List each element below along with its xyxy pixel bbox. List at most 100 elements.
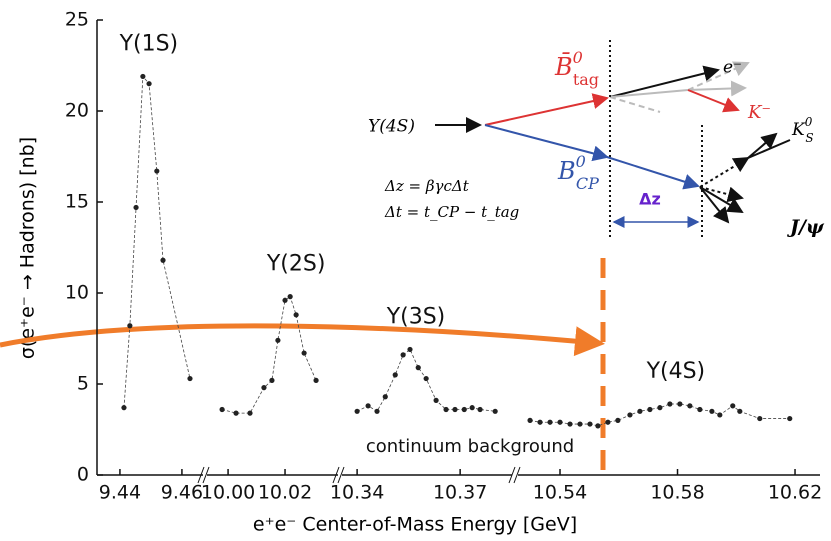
data-point: [282, 297, 288, 303]
label: 0: [805, 115, 813, 129]
data-point: [557, 419, 563, 425]
formula: Δz = βγcΔt: [384, 177, 470, 195]
y-tick-label: 10: [65, 282, 89, 304]
series: [219, 294, 319, 416]
arrow: [699, 186, 730, 224]
label: CP: [576, 174, 599, 193]
data-point: [477, 406, 483, 413]
data-point: [287, 294, 293, 300]
data-point: [615, 417, 621, 423]
y-tick-label: 25: [65, 9, 89, 31]
data-point: [787, 415, 793, 422]
x-tick-label: 9.46: [161, 482, 203, 504]
arrow: [687, 61, 750, 91]
data-point: [730, 403, 736, 409]
data-point: [140, 73, 146, 80]
data-point: [469, 405, 475, 411]
data-point: [400, 352, 406, 358]
data-point: [354, 408, 360, 414]
data-point: [233, 410, 239, 416]
label: Υ(4S): [368, 117, 415, 137]
data-point: [492, 408, 498, 414]
axis-break: [332, 466, 345, 484]
label: e⁻: [723, 58, 742, 78]
data-point: [657, 405, 663, 411]
data-point: [595, 423, 601, 429]
data-point: [687, 403, 693, 409]
data-point: [293, 312, 299, 318]
arrow: [699, 156, 750, 188]
x-tick-label: 10.34: [330, 482, 384, 504]
data-point: [547, 419, 553, 425]
data-point: [567, 421, 573, 427]
data-point: [415, 365, 421, 371]
data-point: [407, 346, 413, 353]
arrow: [609, 89, 689, 98]
x-tick-label: 10.02: [258, 482, 312, 504]
data-point: [261, 385, 267, 391]
data-point: [160, 257, 166, 263]
label: B̄0 tag: [554, 48, 599, 89]
label: J/ψ: [787, 216, 825, 238]
label: K: [791, 120, 806, 140]
label: Δz: [639, 190, 661, 209]
x-axis-title: e⁺e⁻ Center-of-Mass Energy [GeV]: [253, 514, 577, 536]
resonance-label: Υ(3S): [386, 304, 446, 329]
data-point: [587, 421, 593, 427]
data-point: [637, 408, 643, 414]
data-point: [423, 375, 429, 382]
arrow: [606, 156, 700, 190]
arrow: [747, 134, 790, 159]
data-point: [605, 419, 611, 425]
resonance-label: Υ(1S): [119, 31, 179, 56]
label: 0: [573, 48, 583, 67]
data-point: [737, 408, 743, 414]
arrow: [687, 80, 747, 97]
data-point: [127, 323, 133, 329]
data-point: [717, 412, 723, 418]
data-point: [392, 372, 398, 378]
x-tick-label: 10.54: [533, 482, 587, 504]
data-point: [443, 406, 449, 413]
data-point: [527, 417, 533, 423]
data-point: [146, 81, 152, 87]
axis-break: [197, 466, 210, 484]
label: S: [805, 131, 813, 145]
arrow: [484, 124, 609, 162]
data-point: [709, 408, 715, 414]
data-point: [433, 397, 439, 403]
x-tick-label: 10.62: [768, 482, 822, 504]
y-axis-title: σ(e⁺e⁻ → Hadrons) [nb]: [17, 137, 39, 359]
data-point: [154, 168, 160, 174]
x-tick-label: 10.37: [433, 482, 487, 504]
data-point: [577, 421, 583, 427]
series: [354, 346, 498, 414]
fit-curve: [221, 295, 317, 414]
data-point: [187, 375, 193, 382]
label: B: [557, 157, 576, 185]
annotation: continuum background: [366, 436, 574, 457]
x-tick-label: 10.58: [650, 482, 704, 504]
fit-curve: [356, 348, 496, 412]
data-point: [365, 403, 371, 409]
data-point: [461, 406, 467, 413]
series: [527, 401, 793, 429]
y-tick-label: 15: [65, 191, 89, 213]
label: 0: [576, 152, 586, 171]
resonance-label: Υ(4S): [646, 359, 706, 384]
label: B0 CP: [557, 152, 599, 193]
label: B̄: [554, 52, 573, 80]
label: K⁻: [747, 102, 771, 123]
data-point: [374, 408, 380, 414]
x-tick-label: 10.00: [201, 482, 255, 504]
data-point: [382, 394, 388, 400]
data-point: [269, 377, 275, 383]
data-point: [677, 401, 683, 407]
arrow: [687, 89, 740, 113]
formula: Δt = t_CP − t_tag: [384, 203, 519, 221]
data-point: [537, 419, 543, 425]
overlay-arrow: [0, 323, 605, 357]
label: tag: [573, 70, 599, 89]
data-point: [667, 401, 673, 407]
